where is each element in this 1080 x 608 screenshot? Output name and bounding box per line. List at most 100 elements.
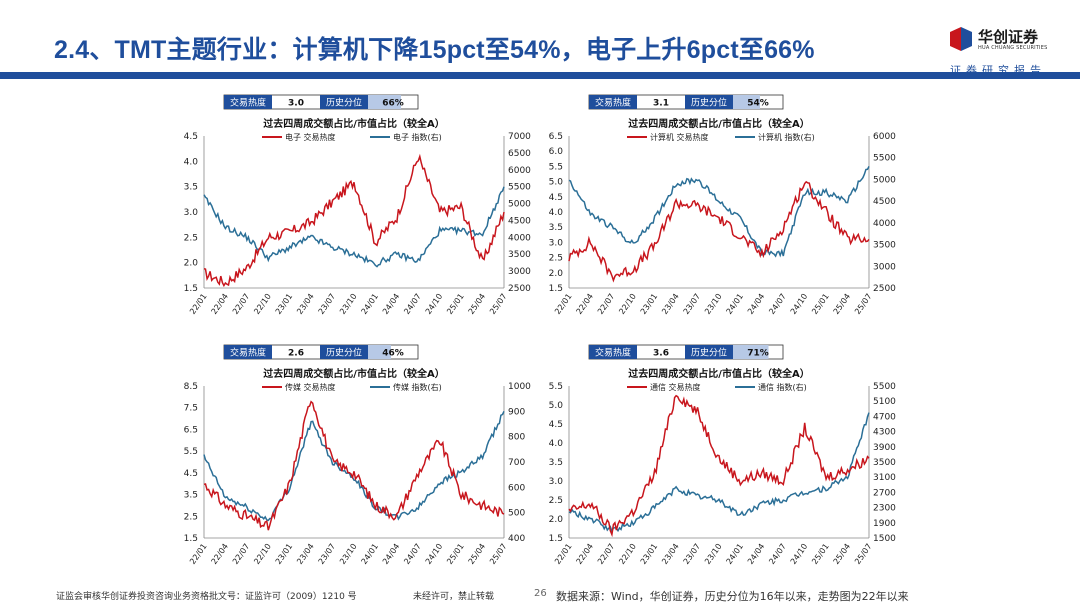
x-tick-label: 24/01 — [359, 292, 380, 316]
left-tick-label: 3.0 — [549, 477, 564, 487]
x-tick-label: 25/07 — [488, 292, 509, 316]
right-tick-label: 5500 — [873, 382, 896, 392]
right-tick-label: 900 — [508, 407, 525, 417]
heat-info-box: 交易热度 3.1 历史分位 54% — [588, 94, 784, 110]
logo-text-cn: 华创证券 — [978, 28, 1039, 46]
percentile-label: 历史分位 — [326, 97, 362, 109]
heat-info-box: 交易热度 3.6 历史分位 71% — [588, 344, 784, 360]
x-tick-label: 24/01 — [359, 542, 380, 566]
percentile-fill-bar — [733, 95, 760, 109]
x-tick-label: 22/07 — [231, 292, 252, 316]
x-tick-label: 22/04 — [209, 292, 230, 316]
right-tick-label: 3500 — [873, 241, 896, 251]
x-tick-label: 22/01 — [188, 292, 209, 316]
left-tick-label: 4.5 — [549, 193, 563, 203]
right-tick-label: 6000 — [873, 132, 896, 142]
info-label-bg — [589, 345, 637, 359]
logo-icon — [950, 27, 972, 51]
x-tick-label: 22/10 — [617, 542, 638, 566]
info-label-bg — [685, 95, 733, 109]
x-tick-label: 23/07 — [317, 542, 338, 566]
x-tick-label: 22/01 — [188, 542, 209, 566]
right-tick-label: 3000 — [508, 267, 531, 277]
right-tick-label: 7000 — [508, 132, 531, 142]
right-tick-label: 1900 — [873, 519, 896, 529]
x-tick-label: 22/07 — [596, 292, 617, 316]
left-tick-label: 4.5 — [184, 132, 198, 142]
x-tick-label: 23/04 — [295, 292, 316, 316]
left-tick-label: 7.5 — [184, 404, 198, 414]
right-tick-label: 2500 — [873, 284, 896, 294]
x-tick-label: 25/01 — [445, 292, 466, 316]
x-tick-label: 25/04 — [467, 292, 488, 316]
footer-notice: 未经许可，禁止转载 — [413, 592, 495, 602]
right-tick-label: 5500 — [873, 154, 896, 164]
right-tick-label: 3000 — [873, 262, 896, 272]
x-tick-label: 25/04 — [832, 292, 853, 316]
percentile-value: 66% — [382, 99, 404, 109]
right-tick-label: 4000 — [873, 219, 896, 229]
x-tick-label: 24/04 — [381, 292, 402, 316]
percentile-label: 历史分位 — [326, 347, 362, 359]
right-tick-label: 4300 — [873, 428, 896, 438]
heat-value: 3.6 — [653, 349, 669, 359]
right-tick-label: 6500 — [508, 149, 531, 159]
heat-value: 3.0 — [288, 99, 304, 109]
info-label-bg — [320, 95, 368, 109]
chart-svg: 交易热度 3.6 历史分位 71% 过去四周成交额占比/市值占比（较全A） 通信 交易热度… — [549, 344, 896, 566]
x-tick-label: 24/07 — [402, 542, 423, 566]
x-tick-label: 22/10 — [252, 542, 273, 566]
x-tick-label: 22/10 — [252, 292, 273, 316]
logo-text-en: HUA CHUANG SECURITIES — [978, 45, 1048, 51]
x-tick-label: 23/04 — [660, 542, 681, 566]
x-tick-label: 23/01 — [274, 542, 295, 566]
chart-svg: 交易热度 2.6 历史分位 46% 过去四周成交额占比/市值占比（较全A） 传媒 交易热度… — [184, 344, 531, 566]
x-tick-label: 25/04 — [832, 542, 853, 566]
left-tick-label: 5.5 — [549, 382, 563, 392]
info-label-bg — [224, 345, 272, 359]
percentile-value: 46% — [382, 349, 404, 359]
legend-label-index: 电子 指数(右) — [393, 132, 442, 142]
info-label-bg — [224, 95, 272, 109]
right-tick-label: 4500 — [508, 216, 531, 226]
index-series-line — [568, 412, 870, 534]
x-tick-label: 23/10 — [338, 542, 359, 566]
left-tick-label: 1.5 — [184, 534, 198, 544]
right-tick-label: 2300 — [873, 504, 896, 514]
x-tick-label: 24/04 — [381, 542, 402, 566]
heat-label: 交易热度 — [595, 97, 631, 109]
percentile-fill-bar — [368, 95, 401, 109]
header-bar — [0, 72, 1080, 79]
right-tick-label: 4000 — [508, 233, 531, 243]
legend-label-index: 通信 指数(右) — [758, 382, 807, 392]
x-tick-label: 23/07 — [317, 292, 338, 316]
x-tick-label: 25/01 — [810, 292, 831, 316]
x-tick-label: 25/01 — [445, 542, 466, 566]
right-tick-label: 5000 — [508, 200, 531, 210]
x-tick-label: 22/04 — [574, 542, 595, 566]
chart-legend: 计算机 交易热度 计算机 指数(右) — [627, 132, 815, 142]
right-tick-label: 400 — [508, 534, 525, 544]
x-tick-label: 24/10 — [424, 292, 445, 316]
info-label-bg — [589, 95, 637, 109]
chart-panel-telecom: 交易热度 3.6 历史分位 71% 过去四周成交额占比/市值占比（较全A） 通信 交易热度… — [535, 340, 1035, 580]
x-tick-label: 25/07 — [853, 542, 874, 566]
x-tick-label: 25/04 — [467, 542, 488, 566]
index-series-line — [568, 166, 870, 258]
heat-series-line — [568, 394, 870, 538]
right-tick-label: 700 — [508, 458, 525, 468]
legend-label-index: 计算机 指数(右) — [758, 132, 815, 142]
chart-svg: 交易热度 3.0 历史分位 66% 过去四周成交额占比/市值占比（较全A） 电子 交易热度… — [184, 94, 531, 316]
left-tick-label: 5.0 — [549, 178, 564, 188]
footer-license: 证监会审核华创证券投资咨询业务资格批文号：证监许可（2009）1210 号 — [56, 592, 357, 602]
x-tick-label: 22/01 — [553, 292, 574, 316]
left-tick-label: 8.5 — [184, 382, 198, 392]
chart-title: 过去四周成交额占比/市值占比（较全A） — [263, 367, 444, 380]
left-tick-label: 3.0 — [184, 208, 199, 218]
percentile-label: 历史分位 — [691, 97, 727, 109]
info-label-bg — [320, 345, 368, 359]
heat-label: 交易热度 — [230, 347, 266, 359]
x-tick-label: 22/01 — [553, 542, 574, 566]
left-tick-label: 1.5 — [184, 284, 198, 294]
percentile-fill-bar — [733, 345, 769, 359]
